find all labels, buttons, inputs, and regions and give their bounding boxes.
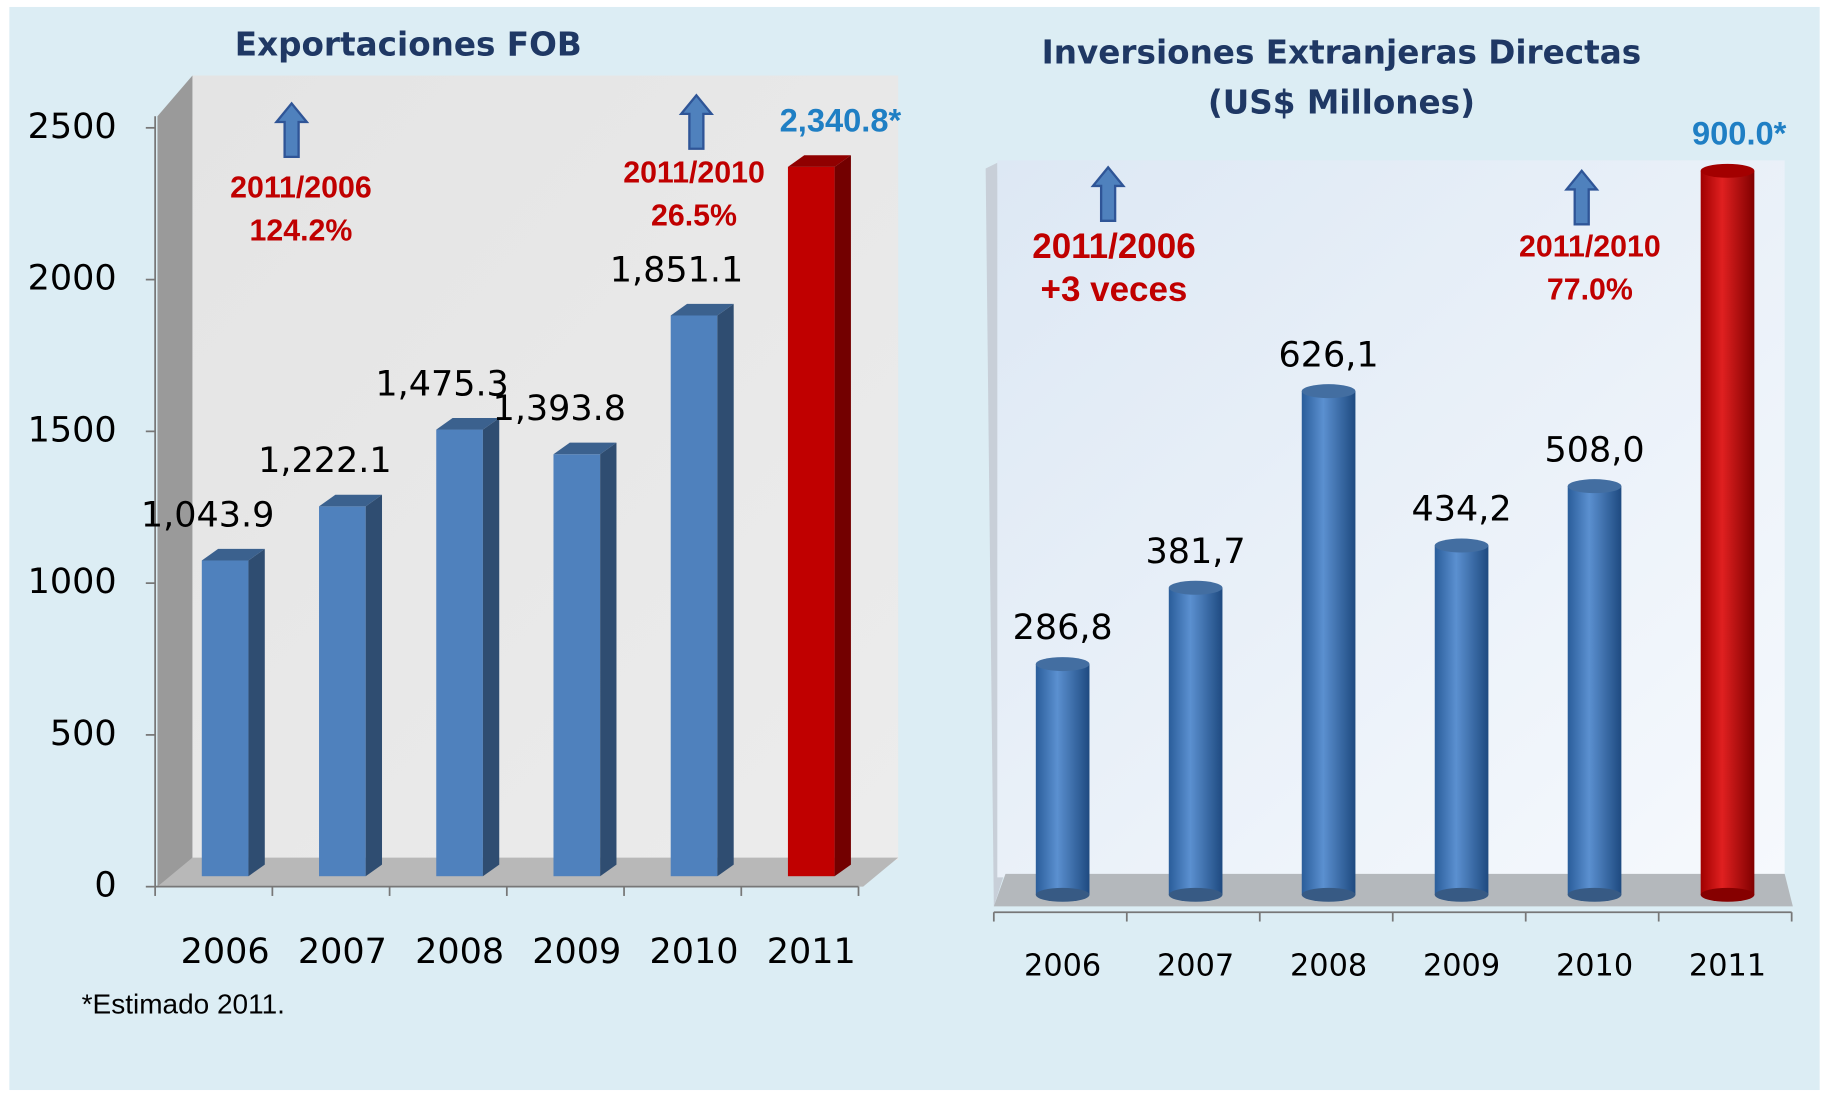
bar-side xyxy=(717,303,734,877)
annotation: 26.5% xyxy=(651,199,737,232)
bar xyxy=(1301,384,1356,902)
y-tick-label: 0 xyxy=(94,866,116,906)
bar xyxy=(1168,580,1223,902)
x-tick-label: 2008 xyxy=(1290,948,1367,983)
bar-top xyxy=(670,303,734,316)
bar-top xyxy=(319,494,383,507)
value-label: 900.0* xyxy=(1692,115,1787,152)
value-label: 508,0 xyxy=(1544,430,1644,470)
value-label: 381,7 xyxy=(1146,532,1246,572)
x-tick-label: 2010 xyxy=(650,932,739,972)
x-tick-label: 2006 xyxy=(181,932,270,972)
bar-top xyxy=(436,417,500,430)
bar-front xyxy=(553,454,601,877)
chart-title: Exportaciones FOB xyxy=(235,26,582,64)
chart-title: Inversiones Extranjeras Directas xyxy=(1042,34,1642,72)
chart-subtitle: (US$ Millones) xyxy=(1208,84,1475,122)
annotation: 124.2% xyxy=(250,214,353,247)
bar-side xyxy=(600,442,617,877)
value-label: 1,851.1 xyxy=(610,250,743,290)
bar-side xyxy=(365,494,383,877)
annotation: 2011/2010 xyxy=(623,156,765,189)
bar-top xyxy=(553,442,617,455)
x-tick-label: 2009 xyxy=(1423,948,1500,983)
bar-front xyxy=(787,166,835,877)
cylinder-top xyxy=(1567,479,1622,494)
cylinder-body xyxy=(1168,587,1223,895)
bar-top xyxy=(787,155,851,167)
cylinder-top xyxy=(1301,384,1356,399)
footnote: *Estimado 2011. xyxy=(82,989,285,1020)
bar-side xyxy=(834,155,851,877)
cylinder-top xyxy=(1700,163,1755,178)
annotation: 2011/2010 xyxy=(1519,231,1661,264)
x-tick-label: 2006 xyxy=(1024,948,1101,983)
bar-front xyxy=(436,429,483,877)
y-tick-label: 2500 xyxy=(28,107,117,147)
value-label: 2,340.8* xyxy=(780,101,902,138)
y-tick-label: 1500 xyxy=(28,410,117,450)
bar xyxy=(670,303,734,877)
annotation: 2011/2006 xyxy=(1032,227,1195,266)
x-tick-label: 2007 xyxy=(1157,948,1234,983)
value-label: 1,393.8 xyxy=(493,389,626,429)
cylinder-body xyxy=(1434,545,1489,895)
cylinder-bottom xyxy=(1168,887,1223,902)
floor xyxy=(157,857,899,887)
cylinder-top xyxy=(1035,657,1090,672)
value-label: 434,2 xyxy=(1412,490,1512,530)
cylinder-body xyxy=(1035,664,1090,895)
back-wall xyxy=(192,75,899,860)
bar-top xyxy=(201,548,265,561)
bar-side xyxy=(248,548,265,877)
bar xyxy=(319,494,383,877)
cylinder-body xyxy=(1301,391,1356,895)
annotation: 77.0% xyxy=(1547,274,1633,307)
bar-front xyxy=(670,315,718,877)
cylinder-top xyxy=(1434,538,1489,553)
back-wall xyxy=(997,160,1785,878)
floor xyxy=(993,873,1793,907)
annotation: +3 veces xyxy=(1041,270,1188,309)
annotation: 2011/2006 xyxy=(230,171,372,204)
bar xyxy=(436,417,500,877)
bar xyxy=(553,442,617,877)
cylinder-bottom xyxy=(1700,887,1755,902)
bar xyxy=(1700,163,1755,902)
x-tick-label: 2010 xyxy=(1556,948,1633,983)
bar-front xyxy=(201,560,249,877)
cylinder-bottom xyxy=(1301,887,1356,902)
side-wall xyxy=(157,75,193,887)
bar-side xyxy=(482,417,500,877)
cylinder-bottom xyxy=(1035,887,1090,902)
y-tick-label: 2000 xyxy=(28,259,117,299)
x-tick-label: 2008 xyxy=(415,932,504,972)
x-tick-label: 2007 xyxy=(298,932,387,972)
bar xyxy=(1567,479,1622,902)
bar xyxy=(1434,538,1489,902)
bar xyxy=(201,548,265,877)
bar xyxy=(787,155,851,877)
cylinder-body xyxy=(1567,486,1622,895)
x-tick-label: 2011 xyxy=(767,932,856,972)
cylinder-bottom xyxy=(1567,887,1622,902)
cylinder-bottom xyxy=(1434,887,1489,902)
value-label: 1,475.3 xyxy=(375,364,508,404)
bar xyxy=(1035,657,1090,902)
x-tick-label: 2011 xyxy=(1689,948,1766,983)
value-label: 1,222.1 xyxy=(258,441,391,481)
y-tick-label: 500 xyxy=(50,714,117,754)
cylinder-body xyxy=(1700,170,1755,895)
bar-front xyxy=(319,506,366,877)
cylinder-top xyxy=(1168,580,1223,595)
value-label: 1,043.9 xyxy=(141,495,274,535)
value-label: 286,8 xyxy=(1013,608,1113,648)
y-tick-label: 1000 xyxy=(28,562,117,602)
x-tick-label: 2009 xyxy=(532,932,621,972)
value-label: 626,1 xyxy=(1279,335,1379,375)
